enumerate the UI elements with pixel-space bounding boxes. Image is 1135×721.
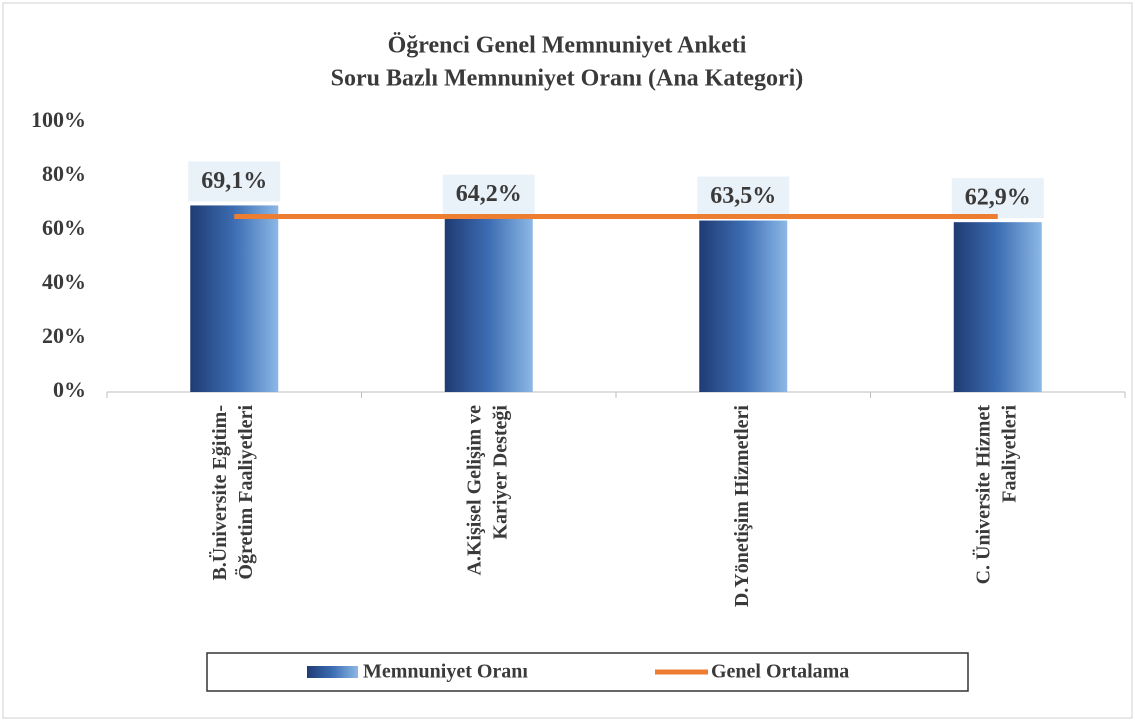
- x-tick-label-line: A.Kişisel Gelişim ve: [463, 405, 485, 576]
- value-label: 62,9%: [965, 185, 1031, 211]
- value-label-bg: [697, 176, 790, 217]
- x-tick-label-line: C. Üniversite Hizmet: [971, 405, 994, 585]
- y-tick-label: 60%: [42, 215, 86, 240]
- x-tick-label: A.Kişisel Gelişim ve Kariyer Desteği: [463, 405, 511, 576]
- y-tick-label: 0%: [53, 377, 86, 402]
- legend-label: Genel Ortalama: [711, 661, 849, 683]
- x-tick-label-line: Faaliyetleri: [998, 405, 1020, 503]
- bar: [444, 218, 533, 392]
- x-tick-label-line: Öğretim Faaliyetleri: [234, 405, 257, 580]
- x-tick-label: D.Yönetişim Hizmetleri: [731, 405, 753, 608]
- legend-label: Memnuniyet Oranı: [363, 661, 528, 683]
- chart-subtitle: Soru Bazlı Memnuniyet Oranı (Ana Kategor…: [331, 66, 804, 92]
- chart-title: Öğrenci Genel Memnuniyet Anketi: [388, 33, 747, 59]
- x-tick-label-line: B.Üniversite Eğitim-: [208, 405, 231, 581]
- x-tick-label: B.Üniversite Eğitim- Öğretim Faaliyetleri: [208, 405, 257, 581]
- value-label-bg: [442, 174, 535, 215]
- bar: [953, 222, 1042, 392]
- x-tick-label-line: D.Yönetişim Hizmetleri: [731, 405, 753, 608]
- value-label: 64,2%: [456, 181, 522, 207]
- value-label-bg: [951, 178, 1044, 219]
- bar: [699, 220, 788, 392]
- y-tick-label: 40%: [42, 269, 86, 294]
- value-label-bg: [188, 161, 281, 202]
- value-label: 69,1%: [201, 168, 267, 194]
- y-tick-label: 100%: [31, 107, 86, 132]
- x-tick-label-line: Kariyer Desteği: [489, 405, 511, 540]
- x-tick-label: C. Üniversite Hizmet Faaliyetleri: [971, 405, 1020, 585]
- value-label: 63,5%: [710, 183, 776, 209]
- bar: [190, 205, 279, 392]
- legend-box: [206, 652, 969, 692]
- y-tick-label: 80%: [42, 161, 86, 186]
- y-tick-label: 20%: [42, 323, 86, 348]
- legend-swatch: [307, 666, 358, 678]
